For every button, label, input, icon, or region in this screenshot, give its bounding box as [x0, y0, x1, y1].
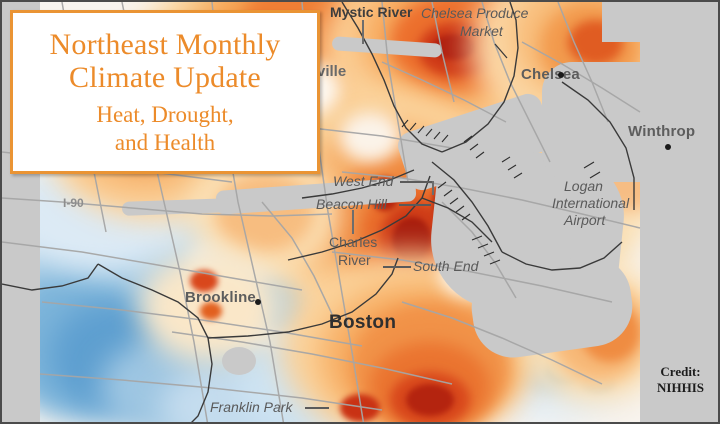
leader-west-end-tick: [432, 181, 434, 195]
data-extent-right-mask: [640, 2, 718, 422]
jamaica-pond-water: [222, 347, 256, 375]
leader-west-end: [400, 181, 434, 183]
title-subtitle-line-1: Heat, Drought,: [96, 102, 234, 127]
credit-block: Credit: NIHHIS: [657, 364, 704, 397]
title-line-2: Climate Update: [69, 61, 261, 95]
leader-beacon-hill: [399, 204, 431, 206]
city-dot-winthrop: [665, 144, 671, 150]
title-line-1: Northeast Monthly: [49, 27, 281, 61]
city-dot-brookline: [255, 299, 261, 305]
credit-label: Credit:: [660, 363, 701, 379]
leader-charles-river: [352, 210, 354, 234]
city-dot-chelsea: [558, 72, 564, 78]
credit-source: NIHHIS: [657, 379, 704, 395]
leader-south-end: [383, 266, 411, 268]
title-card: Northeast Monthly Climate Update Heat, D…: [10, 10, 320, 174]
title-subtitle-line-2: and Health: [114, 129, 216, 155]
leader-mystic-river: [362, 20, 364, 44]
leader-franklin-park: [305, 407, 329, 409]
data-extent-ne-mask: [602, 2, 662, 42]
